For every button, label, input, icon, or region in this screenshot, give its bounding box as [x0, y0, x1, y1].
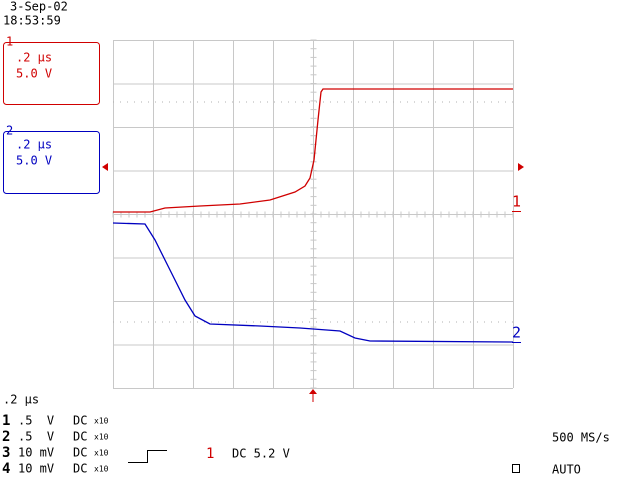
- channel-coupling: DC: [73, 430, 87, 444]
- trace-marker: 1: [512, 193, 521, 211]
- trace-marker: 2: [512, 324, 521, 342]
- mode-indicator: [512, 464, 520, 473]
- channel-number: 3: [2, 445, 10, 461]
- channel-number: 1: [2, 413, 10, 429]
- trigger-source: 1: [206, 446, 214, 462]
- channel-probe: x10: [94, 417, 109, 426]
- trigger-setting: DC 5.2 V: [232, 447, 290, 461]
- channel-scale: 10 mV: [18, 462, 54, 476]
- channel-box: [3, 42, 100, 105]
- channel-coupling: DC: [73, 414, 87, 428]
- level-arrow: [518, 163, 524, 171]
- channel-scale: 10 mV: [18, 446, 54, 460]
- channel-coupling: DC: [73, 462, 87, 476]
- channel-box: [3, 131, 100, 194]
- trigger-edge-icon: [128, 450, 167, 463]
- channel-probe: x10: [94, 433, 109, 442]
- trigger-arrow: [309, 389, 317, 394]
- channel-number: 2: [6, 124, 13, 138]
- trace-2: [112, 222, 514, 343]
- trace-1: [113, 88, 513, 213]
- channel-timebase: .2 µs: [16, 51, 52, 65]
- timebase: .2 µs: [3, 393, 39, 407]
- channel-scale: 5.0 V: [16, 154, 52, 168]
- channel-number: 1: [6, 35, 13, 49]
- acquisition-mode: AUTO: [552, 463, 581, 477]
- time: 18:53:59: [3, 14, 61, 28]
- channel-scale: .5 V: [18, 414, 54, 428]
- channel-probe: x10: [94, 465, 109, 474]
- channel-coupling: DC: [73, 446, 87, 460]
- channel-number: 2: [2, 429, 10, 445]
- channel-scale: .5 V: [18, 430, 54, 444]
- channel-scale: 5.0 V: [16, 67, 52, 81]
- level-arrow: [102, 163, 108, 171]
- graticule: [112, 39, 514, 389]
- channel-probe: x10: [94, 449, 109, 458]
- sample-rate: 500 MS/s: [552, 431, 610, 445]
- channel-timebase: .2 µs: [16, 138, 52, 152]
- channel-settings: 1 .5 V DC x10 2 .5 V DC x10 3 10 mV DC x10 4 10 mV DC x…: [2, 413, 109, 477]
- date: 3-Sep-02: [10, 0, 68, 14]
- channel-number: 4: [2, 461, 10, 477]
